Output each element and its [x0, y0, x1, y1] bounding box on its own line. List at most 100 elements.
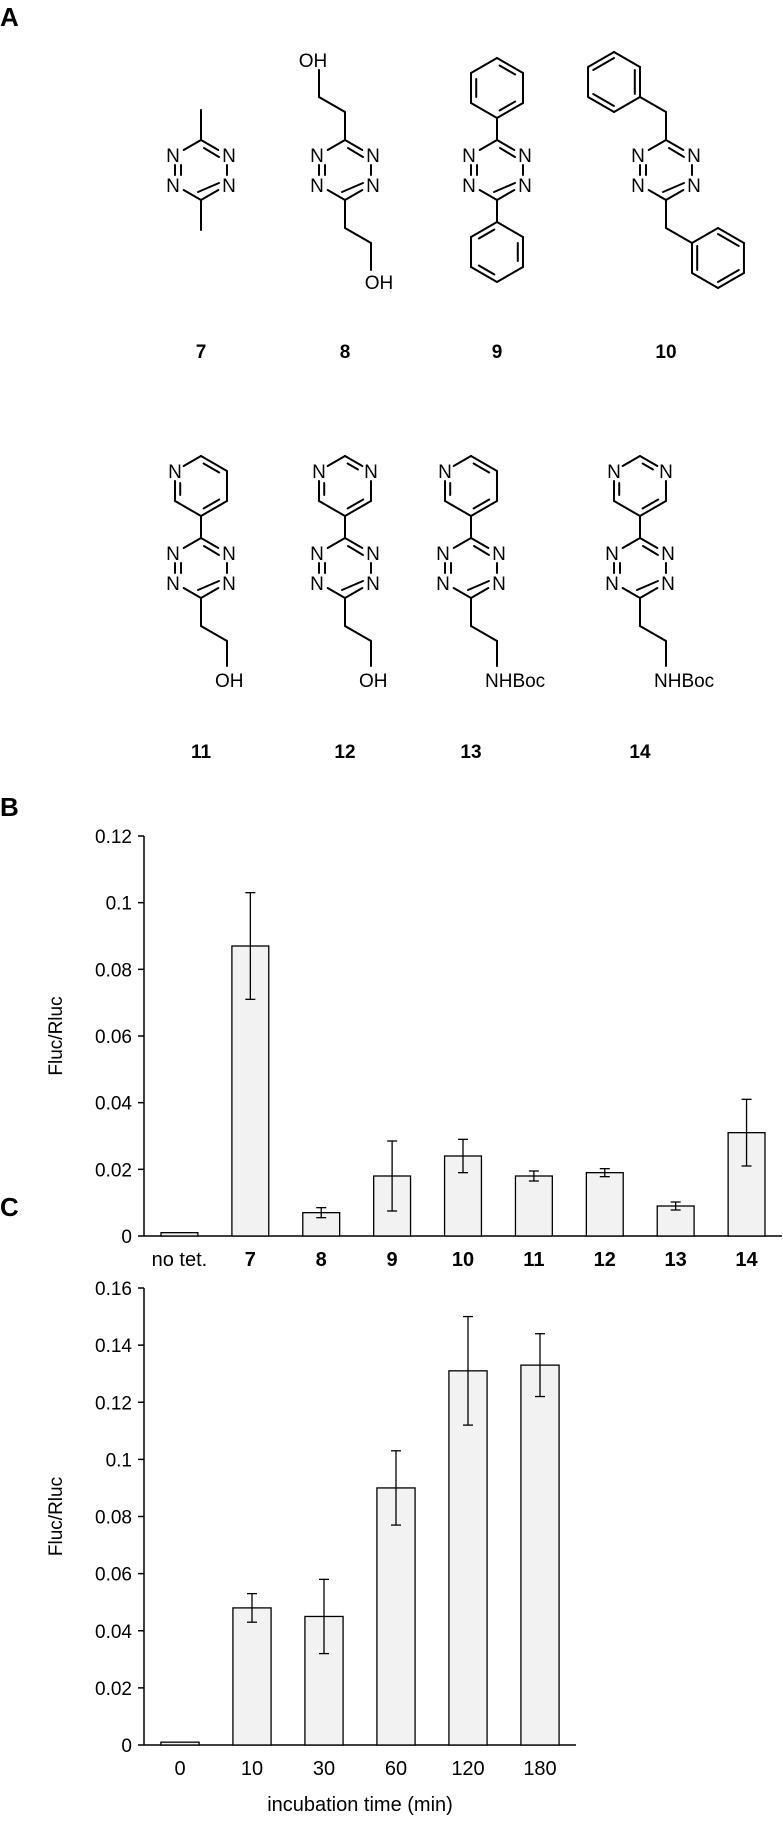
y-tick-label: 0.02: [95, 1679, 132, 1700]
nitrogen-label: N: [661, 544, 675, 565]
y-tick-label: 0.04: [95, 1622, 132, 1643]
nitrogen-label: N: [687, 176, 701, 197]
y-tick-label: 0.14: [95, 1336, 132, 1357]
nitrogen-label: N: [518, 146, 532, 167]
x-category-label: 180: [523, 1758, 556, 1780]
x-axis-label: incubation time (min): [267, 1794, 453, 1816]
compound-number-label: 8: [340, 342, 351, 363]
compound-number-label: 9: [492, 342, 503, 363]
nitrogen-label: N: [310, 574, 324, 595]
x-category-label: 7: [245, 1249, 256, 1271]
nitrogen-label: N: [438, 462, 452, 483]
y-tick-label: 0: [121, 1736, 132, 1757]
bar: [514, 1175, 553, 1237]
y-tick-label: 0.1: [106, 1450, 132, 1471]
nitrogen-label: N: [462, 146, 476, 167]
x-category-label: 0: [174, 1758, 185, 1780]
x-category-label: 14: [735, 1249, 758, 1271]
nitrogen-label: N: [312, 462, 326, 483]
nitrogen-label: N: [310, 544, 324, 565]
x-category-label: 12: [594, 1249, 616, 1271]
hydroxyl-label: OH: [215, 671, 244, 692]
panel-b-label: B: [0, 792, 19, 822]
nhboc-label: NHBoc: [654, 671, 714, 692]
bar: [160, 1741, 200, 1746]
nitrogen-label: N: [310, 146, 324, 167]
x-category-label: 8: [316, 1249, 327, 1271]
compound-number-label: 10: [655, 342, 676, 363]
x-category-label: 9: [387, 1249, 398, 1271]
x-category-label: no tet.: [152, 1249, 208, 1271]
nitrogen-label: N: [518, 176, 532, 197]
compound-number-label: 11: [191, 742, 212, 763]
nitrogen-label: N: [310, 176, 324, 197]
compound-number-label: 7: [196, 342, 207, 363]
nitrogen-label: N: [166, 146, 180, 167]
hydroxyl-label: OH: [299, 51, 328, 72]
compound-number-label: 14: [629, 742, 651, 763]
nitrogen-label: N: [659, 462, 673, 483]
nitrogen-label: N: [492, 544, 506, 565]
y-tick-label: 0.16: [95, 1279, 132, 1300]
y-tick-label: 0.1: [106, 894, 132, 915]
nitrogen-label: N: [364, 462, 378, 483]
y-axis-label: Fluc/Rluc: [46, 1477, 67, 1556]
nitrogen-label: N: [166, 574, 180, 595]
hydroxyl-label: OH: [359, 671, 388, 692]
panel-a-label: A: [0, 2, 19, 32]
y-tick-label: 0.08: [95, 960, 132, 981]
nitrogen-label: N: [222, 544, 236, 565]
nitrogen-label: N: [366, 544, 380, 565]
y-tick-label: 0.02: [95, 1160, 132, 1181]
nitrogen-label: N: [166, 176, 180, 197]
x-category-label: 13: [665, 1249, 687, 1271]
nitrogen-label: N: [687, 146, 701, 167]
panel-c-label: C: [0, 1192, 19, 1222]
x-category-label: 120: [451, 1758, 484, 1780]
bar: [520, 1364, 560, 1746]
nitrogen-label: N: [605, 544, 619, 565]
y-tick-label: 0.12: [95, 827, 132, 848]
compound-number-label: 12: [334, 742, 355, 763]
nitrogen-label: N: [222, 176, 236, 197]
nitrogen-label: N: [631, 146, 645, 167]
y-tick-label: 0.08: [95, 1508, 132, 1529]
bar-chart-tetrazine-screen: 0 0.02 0.04 0.06 0.08 0.1 0.12 Fluc/Rluc no tet.…: [46, 827, 782, 1271]
x-category-label: 60: [385, 1758, 407, 1780]
bar: [448, 1370, 488, 1746]
nitrogen-label: N: [605, 574, 619, 595]
nitrogen-label: N: [366, 146, 380, 167]
y-tick-label: 0.06: [95, 1027, 132, 1048]
nitrogen-label: N: [607, 462, 621, 483]
nitrogen-label: N: [436, 574, 450, 595]
nitrogen-label: N: [366, 176, 380, 197]
nitrogen-label: N: [661, 574, 675, 595]
y-axis-label: Fluc/Rluc: [46, 996, 67, 1075]
x-category-label: 30: [313, 1758, 335, 1780]
y-tick-label: 0.12: [95, 1393, 132, 1414]
bar: [376, 1487, 416, 1746]
bar: [585, 1172, 624, 1237]
hydroxyl-label: OH: [365, 273, 394, 294]
y-tick-label: 0.04: [95, 1094, 132, 1115]
nhboc-label: NHBoc: [485, 671, 545, 692]
compound-number-label: 13: [460, 742, 481, 763]
bar: [232, 1607, 272, 1746]
nitrogen-label: N: [166, 544, 180, 565]
x-category-label: 11: [523, 1249, 544, 1271]
y-tick-label: 0: [121, 1227, 132, 1248]
nitrogen-label: N: [631, 176, 645, 197]
bar-chart-incubation-time: 0 0.02 0.04 0.06 0.08 0.1 0.12 0.14 0.16 Fluc/Rlu…: [46, 1279, 576, 1816]
nitrogen-label: N: [222, 146, 236, 167]
nitrogen-label: N: [366, 574, 380, 595]
nitrogen-label: N: [168, 462, 182, 483]
